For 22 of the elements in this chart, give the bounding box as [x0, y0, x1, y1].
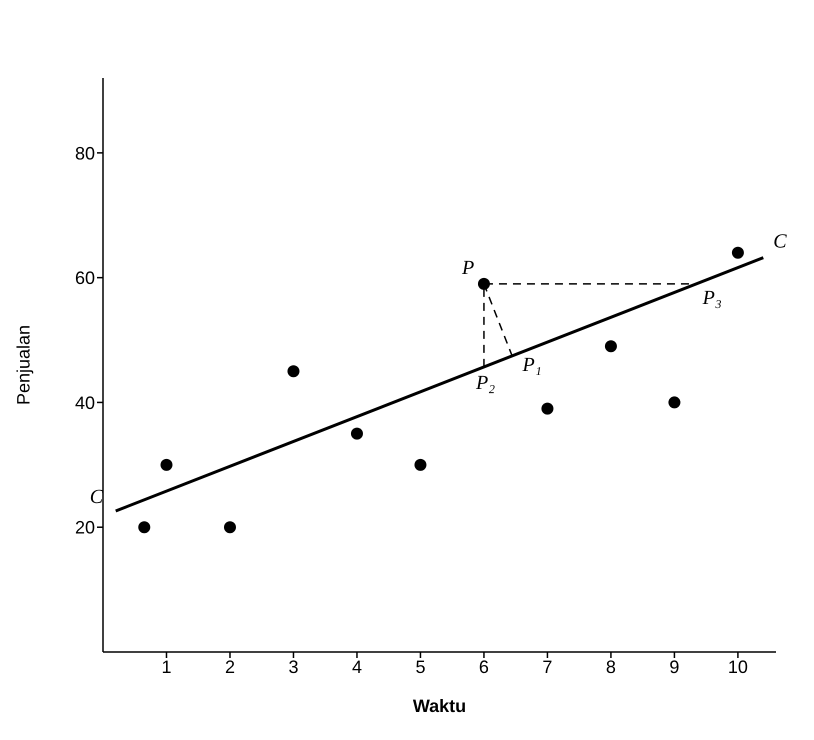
y-tick-label: 20	[74, 518, 95, 538]
x-tick-label: 5	[415, 656, 426, 677]
x-tick-label: 3	[288, 656, 298, 677]
y-tick-label: 80	[74, 143, 95, 164]
annotation: P₃	[702, 286, 722, 309]
y-tick-label: 40	[74, 392, 95, 413]
x-tick-label: 1	[161, 656, 172, 677]
y-tick-label: 60	[74, 268, 95, 288]
annotation: P	[460, 256, 474, 279]
annotation: P₂	[474, 372, 496, 394]
annotation: C	[773, 230, 788, 253]
x-tick-label: 2	[224, 656, 235, 677]
annotation: C	[90, 486, 104, 508]
y-axis-title: Penjualan	[13, 324, 34, 406]
x-tick-label: 6	[478, 656, 489, 677]
x-tick-label: 8	[606, 656, 616, 677]
x-tick-label: 9	[669, 656, 680, 677]
x-tick-label: 4	[352, 656, 362, 677]
x-axis-title: Waktu	[412, 696, 466, 716]
x-tick-label: 7	[542, 656, 552, 677]
annotation: P₁	[522, 354, 542, 376]
x-tick-label: 10	[728, 656, 748, 677]
